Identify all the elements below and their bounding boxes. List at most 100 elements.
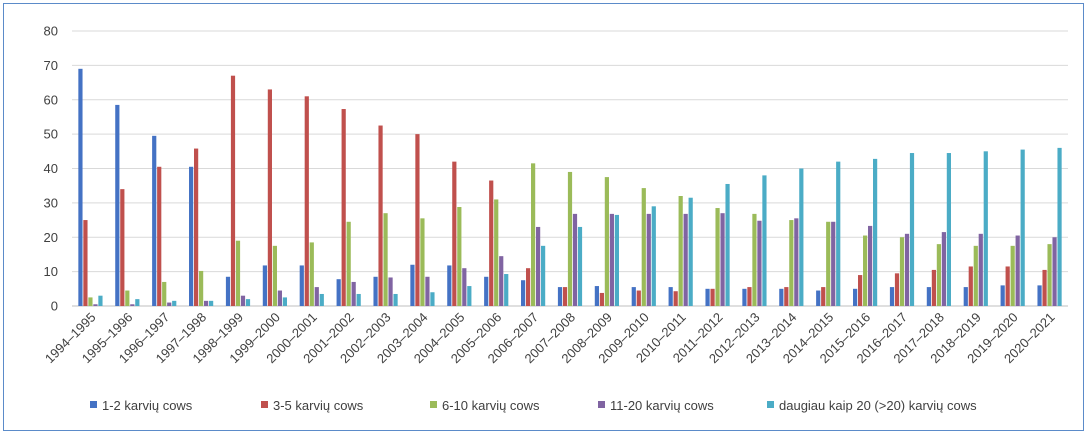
legend-label: 11-20 karvių cows [610,398,714,413]
bar [388,277,393,306]
bar [931,269,936,306]
bar [946,153,951,306]
bar [688,197,693,306]
bar [651,206,656,306]
legend-label: 3-5 karvių cows [273,398,364,413]
bar [609,213,614,307]
bar [909,153,915,306]
bar [683,213,688,307]
bar [858,275,863,306]
bar [646,213,651,307]
bar [978,233,983,306]
bar [799,168,804,306]
bar [705,288,710,306]
bar [467,286,472,306]
bar [894,273,900,306]
y-tick-label: 60 [44,92,58,107]
y-tick-label: 30 [44,195,58,210]
bar [577,226,583,306]
bar [853,288,858,306]
bar [831,221,836,306]
legend-label: daugiau kaip 20 (>20) karvių cows [779,398,977,413]
bar [641,188,646,306]
bar [836,161,841,307]
legend-swatch [90,401,97,408]
bar [98,295,103,306]
bar [779,288,784,306]
x-axis-ticks: 1994–19951995–19961996–19971997–19981998… [42,310,1058,367]
bar [968,266,973,306]
bar [410,264,415,306]
bar [614,214,619,306]
bar [1000,285,1005,307]
bar [167,302,172,306]
bar [1057,147,1062,307]
y-tick-label: 70 [44,58,58,73]
bar [130,304,135,306]
bar [314,287,319,306]
bar [889,287,895,306]
legend-swatch [261,401,268,408]
y-axis-ticks: 0 10 20 30 40 50 60 70 80 [44,24,58,314]
y-tick-label: 20 [44,230,58,245]
bar [172,300,177,306]
bar [351,281,356,306]
bar [536,226,541,306]
bar [135,299,140,307]
bar [526,268,531,306]
bar [725,183,730,306]
bar [1037,285,1042,307]
bar [983,151,988,306]
bar [415,134,420,307]
bar [752,213,757,307]
bar [489,180,494,306]
bar [794,218,799,306]
bar [356,293,361,306]
legend-swatch [767,401,774,408]
bar [230,75,236,306]
legend-label: 1-2 karvių cows [102,398,193,413]
bar [494,199,499,306]
bar [762,175,767,307]
bar [262,265,267,306]
bar [604,177,609,306]
bar [599,292,604,306]
bar [821,287,826,306]
chart-frame [3,3,1084,431]
y-tick-label: 10 [44,264,58,279]
bar [447,265,452,306]
bar [747,287,752,306]
bar [1047,244,1052,307]
bar [562,287,568,306]
bar [668,287,673,306]
bar [673,291,678,306]
bar [209,300,214,306]
bar [521,280,526,306]
bar [863,235,868,306]
bar [341,109,346,306]
bar [457,207,462,306]
y-tick-label: 40 [44,161,58,176]
bar [162,281,167,306]
bar [784,287,789,306]
bar [346,221,351,306]
bar [199,270,204,306]
bar [826,221,831,306]
bar [484,276,489,306]
legend: 1-2 karvių cows 3-5 karvių cows 6-10 karvi… [90,398,977,413]
y-tick-label: 0 [51,299,58,314]
bar [926,287,931,306]
bar [204,300,209,306]
bar [235,240,241,306]
bar [378,125,383,306]
bar [245,299,251,307]
bar [1042,269,1047,306]
bar [973,245,978,306]
bar [710,288,715,306]
bar [304,96,309,306]
bar [420,218,425,306]
bar [83,220,88,306]
bar [336,279,341,306]
bar [757,220,762,306]
bar [720,213,725,306]
